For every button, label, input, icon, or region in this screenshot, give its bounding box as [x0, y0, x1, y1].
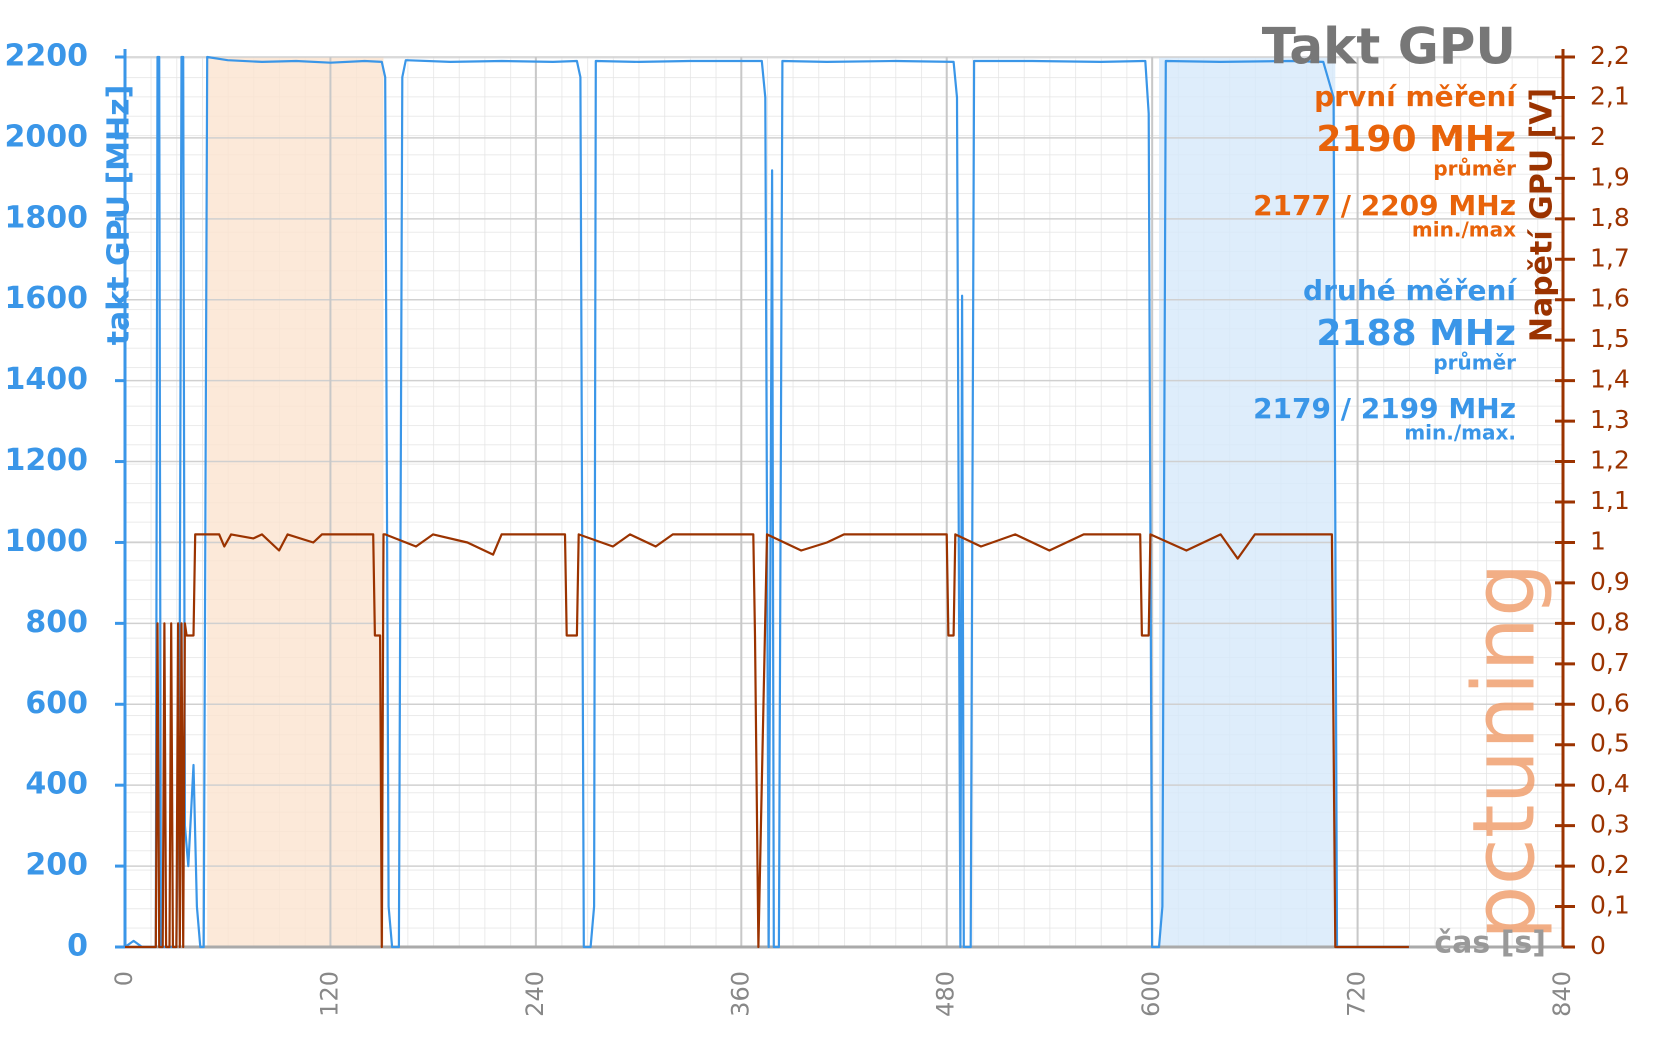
- shaded-region: [207, 57, 384, 947]
- series-line: [124, 55, 1409, 949]
- y-tick-label: 1000: [5, 524, 89, 559]
- y-tick-label: 2000: [5, 119, 89, 154]
- annotation: 2190 MHz: [1316, 119, 1516, 160]
- y2-tick-label: 0,9: [1590, 567, 1630, 596]
- annotation: min./max: [1412, 218, 1516, 242]
- shaded-region: [1158, 57, 1336, 947]
- y-tick-label: 0: [67, 929, 88, 964]
- y2-tick-label: 2,2: [1590, 41, 1630, 70]
- y2-tick-label: 1,8: [1590, 203, 1630, 232]
- annotation: průměr: [1433, 157, 1516, 181]
- annotation: 2179 / 2199 MHz: [1253, 392, 1516, 425]
- y2-tick-label: 0,2: [1590, 850, 1630, 879]
- x-tick-label: 600: [1137, 971, 1165, 1017]
- annotation: druhé měření: [1303, 274, 1517, 307]
- annotation: první měření: [1314, 80, 1517, 113]
- y2-tick-label: 2,1: [1590, 81, 1630, 110]
- x-axis-label: čas [s]: [1434, 926, 1546, 961]
- x-tick-label: 480: [932, 971, 960, 1017]
- y2-tick-label: 1,6: [1590, 284, 1630, 313]
- y-tick-label: 1800: [5, 200, 89, 235]
- y2-tick-label: 1,2: [1590, 446, 1630, 475]
- y2-tick-label: 0,8: [1590, 607, 1630, 636]
- y-tick-label: 1400: [5, 362, 89, 397]
- y-tick-label: 800: [25, 605, 88, 640]
- y2-tick-label: 0: [1590, 931, 1606, 960]
- y2-axis-label: Napětí GPU [V]: [1525, 88, 1560, 342]
- y2-tick-label: 0,3: [1590, 810, 1630, 839]
- y-tick-label: 1200: [5, 443, 89, 478]
- y2-tick-label: 1,5: [1590, 324, 1630, 353]
- y-tick-label: 1600: [5, 281, 89, 316]
- x-tick-label: 360: [726, 971, 754, 1017]
- x-tick-label: 0: [110, 971, 138, 986]
- x-tick-label: 840: [1548, 971, 1576, 1017]
- y2-tick-label: 1,3: [1590, 405, 1630, 434]
- y-tick-label: 400: [25, 767, 88, 802]
- annotation: průměr: [1433, 351, 1516, 375]
- y-tick-label: 200: [25, 848, 88, 883]
- y2-tick-label: 0,1: [1590, 891, 1630, 920]
- y2-tick-label: 0,4: [1590, 769, 1630, 798]
- series-line: [125, 533, 1409, 949]
- y2-tick-label: 1,4: [1590, 365, 1630, 394]
- y2-tick-label: 0,7: [1590, 648, 1630, 677]
- x-tick-label: 720: [1343, 971, 1371, 1017]
- logo: pctuning: [1454, 562, 1554, 940]
- y2-tick-label: 1,9: [1590, 162, 1630, 191]
- x-tick-label: 120: [315, 971, 343, 1017]
- y-tick-label: 600: [25, 686, 88, 721]
- chart-title: Takt GPU: [1262, 18, 1516, 76]
- y-tick-label: 2200: [5, 39, 89, 74]
- y2-tick-label: 0,5: [1590, 729, 1630, 758]
- y2-tick-label: 1,1: [1590, 486, 1630, 515]
- annotation: 2188 MHz: [1316, 313, 1516, 354]
- y2-tick-label: 0,6: [1590, 688, 1630, 717]
- annotation: min./max.: [1404, 421, 1516, 445]
- y2-tick-label: 1: [1590, 526, 1606, 555]
- y2-tick-label: 1,7: [1590, 243, 1630, 272]
- x-tick-label: 240: [521, 971, 549, 1017]
- y2-tick-label: 2: [1590, 122, 1606, 151]
- y-axis-label: takt GPU [MHz]: [102, 85, 137, 346]
- annotation: 2177 / 2209 MHz: [1253, 189, 1516, 222]
